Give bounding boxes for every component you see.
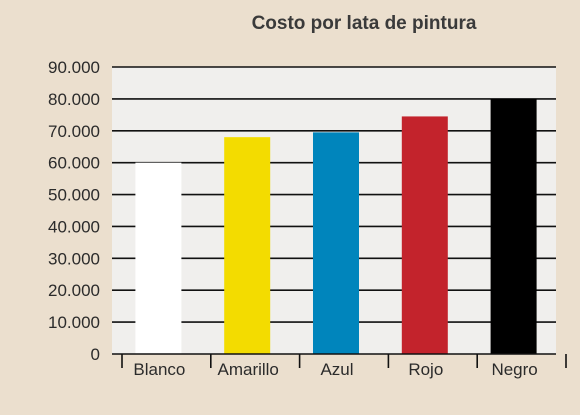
bars — [135, 98, 537, 354]
x-category-label: Blanco — [133, 360, 185, 379]
y-tick-label: 60.000 — [48, 154, 100, 173]
x-category-label: Rojo — [408, 360, 443, 379]
bar-amarillo — [224, 137, 271, 354]
bar-negro — [490, 98, 537, 354]
x-category-label: Negro — [491, 360, 537, 379]
y-tick-label: 50.000 — [48, 186, 100, 205]
bar-rojo — [401, 116, 448, 354]
x-axis: Blanco Amarillo Azul Rojo Negro — [112, 353, 567, 379]
x-category-label: Azul — [320, 360, 353, 379]
y-tick-label: 20.000 — [48, 281, 100, 300]
y-tick-label: 10.000 — [48, 313, 100, 332]
y-tick-label: 0 — [91, 345, 100, 364]
y-tick-label: 80.000 — [48, 90, 100, 109]
chart-title: Costo por lata de pintura — [252, 13, 477, 34]
y-tick-label: 40.000 — [48, 217, 100, 236]
x-category-label: Amarillo — [217, 360, 278, 379]
y-tick-label: 30.000 — [48, 249, 100, 268]
y-axis-ticks: 0 10.000 20.000 30.000 40.000 50.000 60.000 70.… — [48, 58, 100, 364]
bar-azul — [313, 132, 359, 354]
y-tick-label: 70.000 — [48, 122, 100, 141]
bar-blanco — [135, 162, 182, 354]
y-tick-label: 90.000 — [48, 58, 100, 77]
